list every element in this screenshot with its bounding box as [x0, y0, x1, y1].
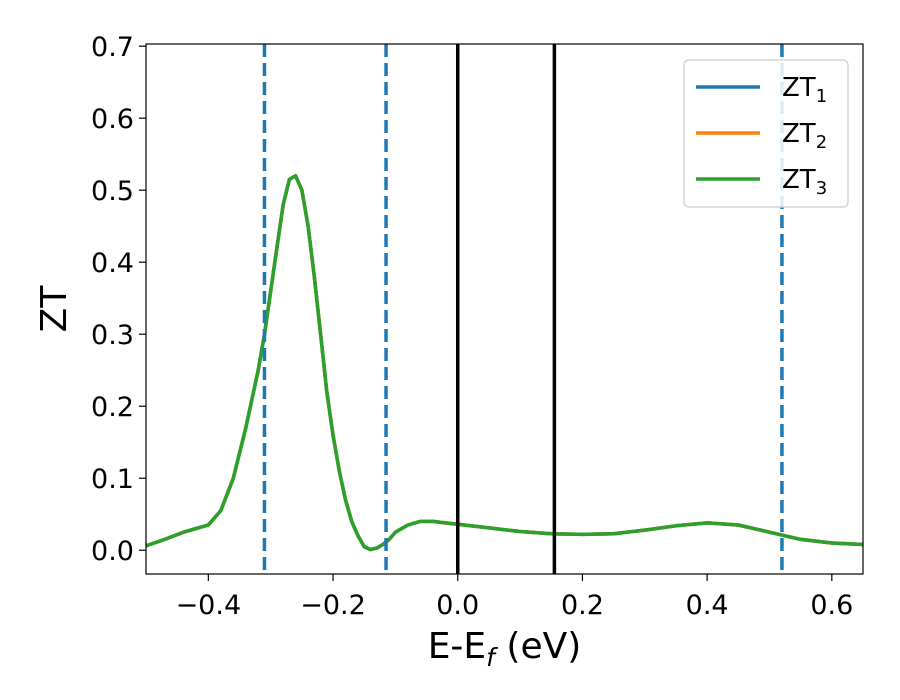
x-tick-label: 0.0 — [436, 590, 479, 621]
y-tick-label: 0.0 — [91, 536, 134, 567]
x-tick-label: 0.4 — [686, 590, 729, 621]
legend-label-3: ZT3 — [782, 165, 827, 199]
y-tick-label: 0.7 — [91, 32, 134, 63]
x-tick-label: 0.6 — [810, 590, 853, 621]
legend-label-1: ZT1 — [782, 73, 827, 107]
series-line-3 — [146, 174, 863, 552]
series-line-1 — [146, 174, 863, 552]
y-axis-title: ZT — [34, 285, 75, 333]
legend-label-2: ZT2 — [782, 119, 827, 153]
y-tick-label: 0.3 — [91, 320, 134, 351]
x-tick-label: −0.4 — [176, 590, 242, 621]
y-tick-label: 0.4 — [91, 248, 134, 279]
y-tick-label: 0.1 — [91, 464, 134, 495]
x-tick-label: −0.2 — [300, 590, 366, 621]
plot-area — [146, 44, 863, 574]
series-line-2 — [146, 174, 863, 552]
legend: ZT1 ZT2 ZT3 — [683, 59, 849, 208]
axes: −0.4 −0.2 0.0 0.2 0.4 0.6 0.0 0.1 0.2 0.3 0.4 0.5 0.… — [91, 32, 864, 621]
y-tick-label: 0.6 — [91, 104, 134, 135]
x-tick-label: 0.2 — [561, 590, 604, 621]
plot-frame — [145, 43, 864, 575]
legend-box — [683, 59, 849, 208]
y-tick-label: 0.2 — [91, 392, 134, 423]
x-axis-title: E-Ef (eV) — [428, 626, 582, 672]
y-tick-label: 0.5 — [91, 176, 134, 207]
